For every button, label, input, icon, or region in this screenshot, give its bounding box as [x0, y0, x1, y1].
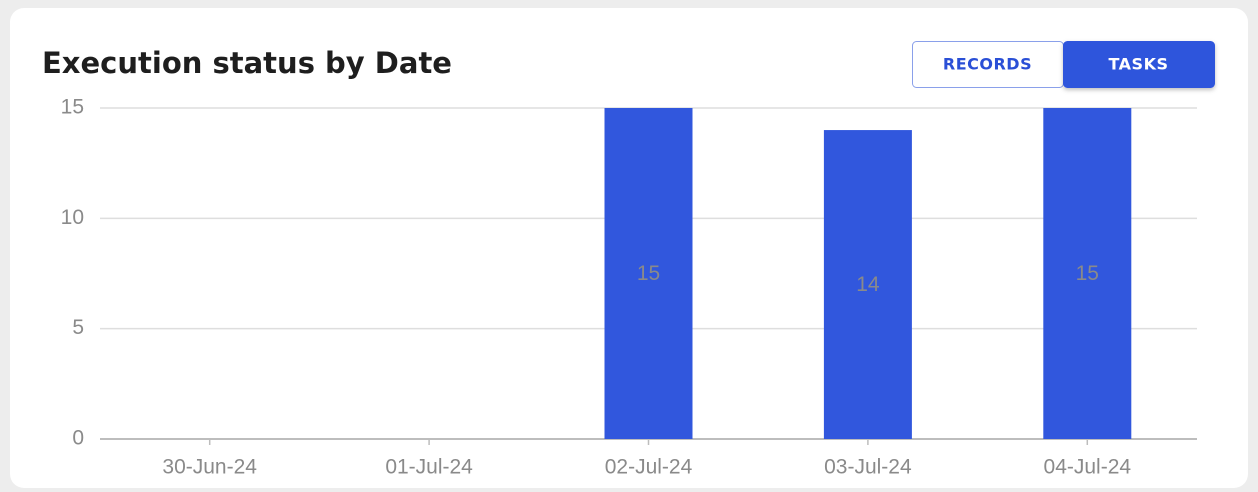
data-label: 15: [637, 262, 660, 285]
bar: [1043, 108, 1132, 439]
y-tick-label: 5: [72, 316, 84, 339]
data-label: 14: [856, 273, 880, 296]
y-tick-label: 15: [61, 96, 84, 119]
data-label: 15: [1076, 262, 1099, 285]
y-tick-label: 0: [72, 427, 84, 450]
bar: [604, 108, 693, 439]
x-tick-label: 02-Jul-24: [605, 456, 693, 479]
toggle-group: RECORDS TASKS: [912, 41, 1215, 88]
chart-title: Execution status by Date: [42, 46, 452, 80]
toggle-button-label: RECORDS: [943, 55, 1032, 74]
bar: [823, 130, 912, 440]
toggle-button[interactable]: [1063, 41, 1215, 88]
x-tick-label: 01-Jul-24: [385, 456, 473, 479]
toggle-button-label: TASKS: [1109, 55, 1169, 74]
x-tick-label: 04-Jul-24: [1044, 456, 1132, 479]
x-tick-label: 30-Jun-24: [162, 456, 257, 479]
x-tick-label: 03-Jul-24: [824, 456, 912, 479]
y-tick-label: 10: [61, 206, 84, 229]
